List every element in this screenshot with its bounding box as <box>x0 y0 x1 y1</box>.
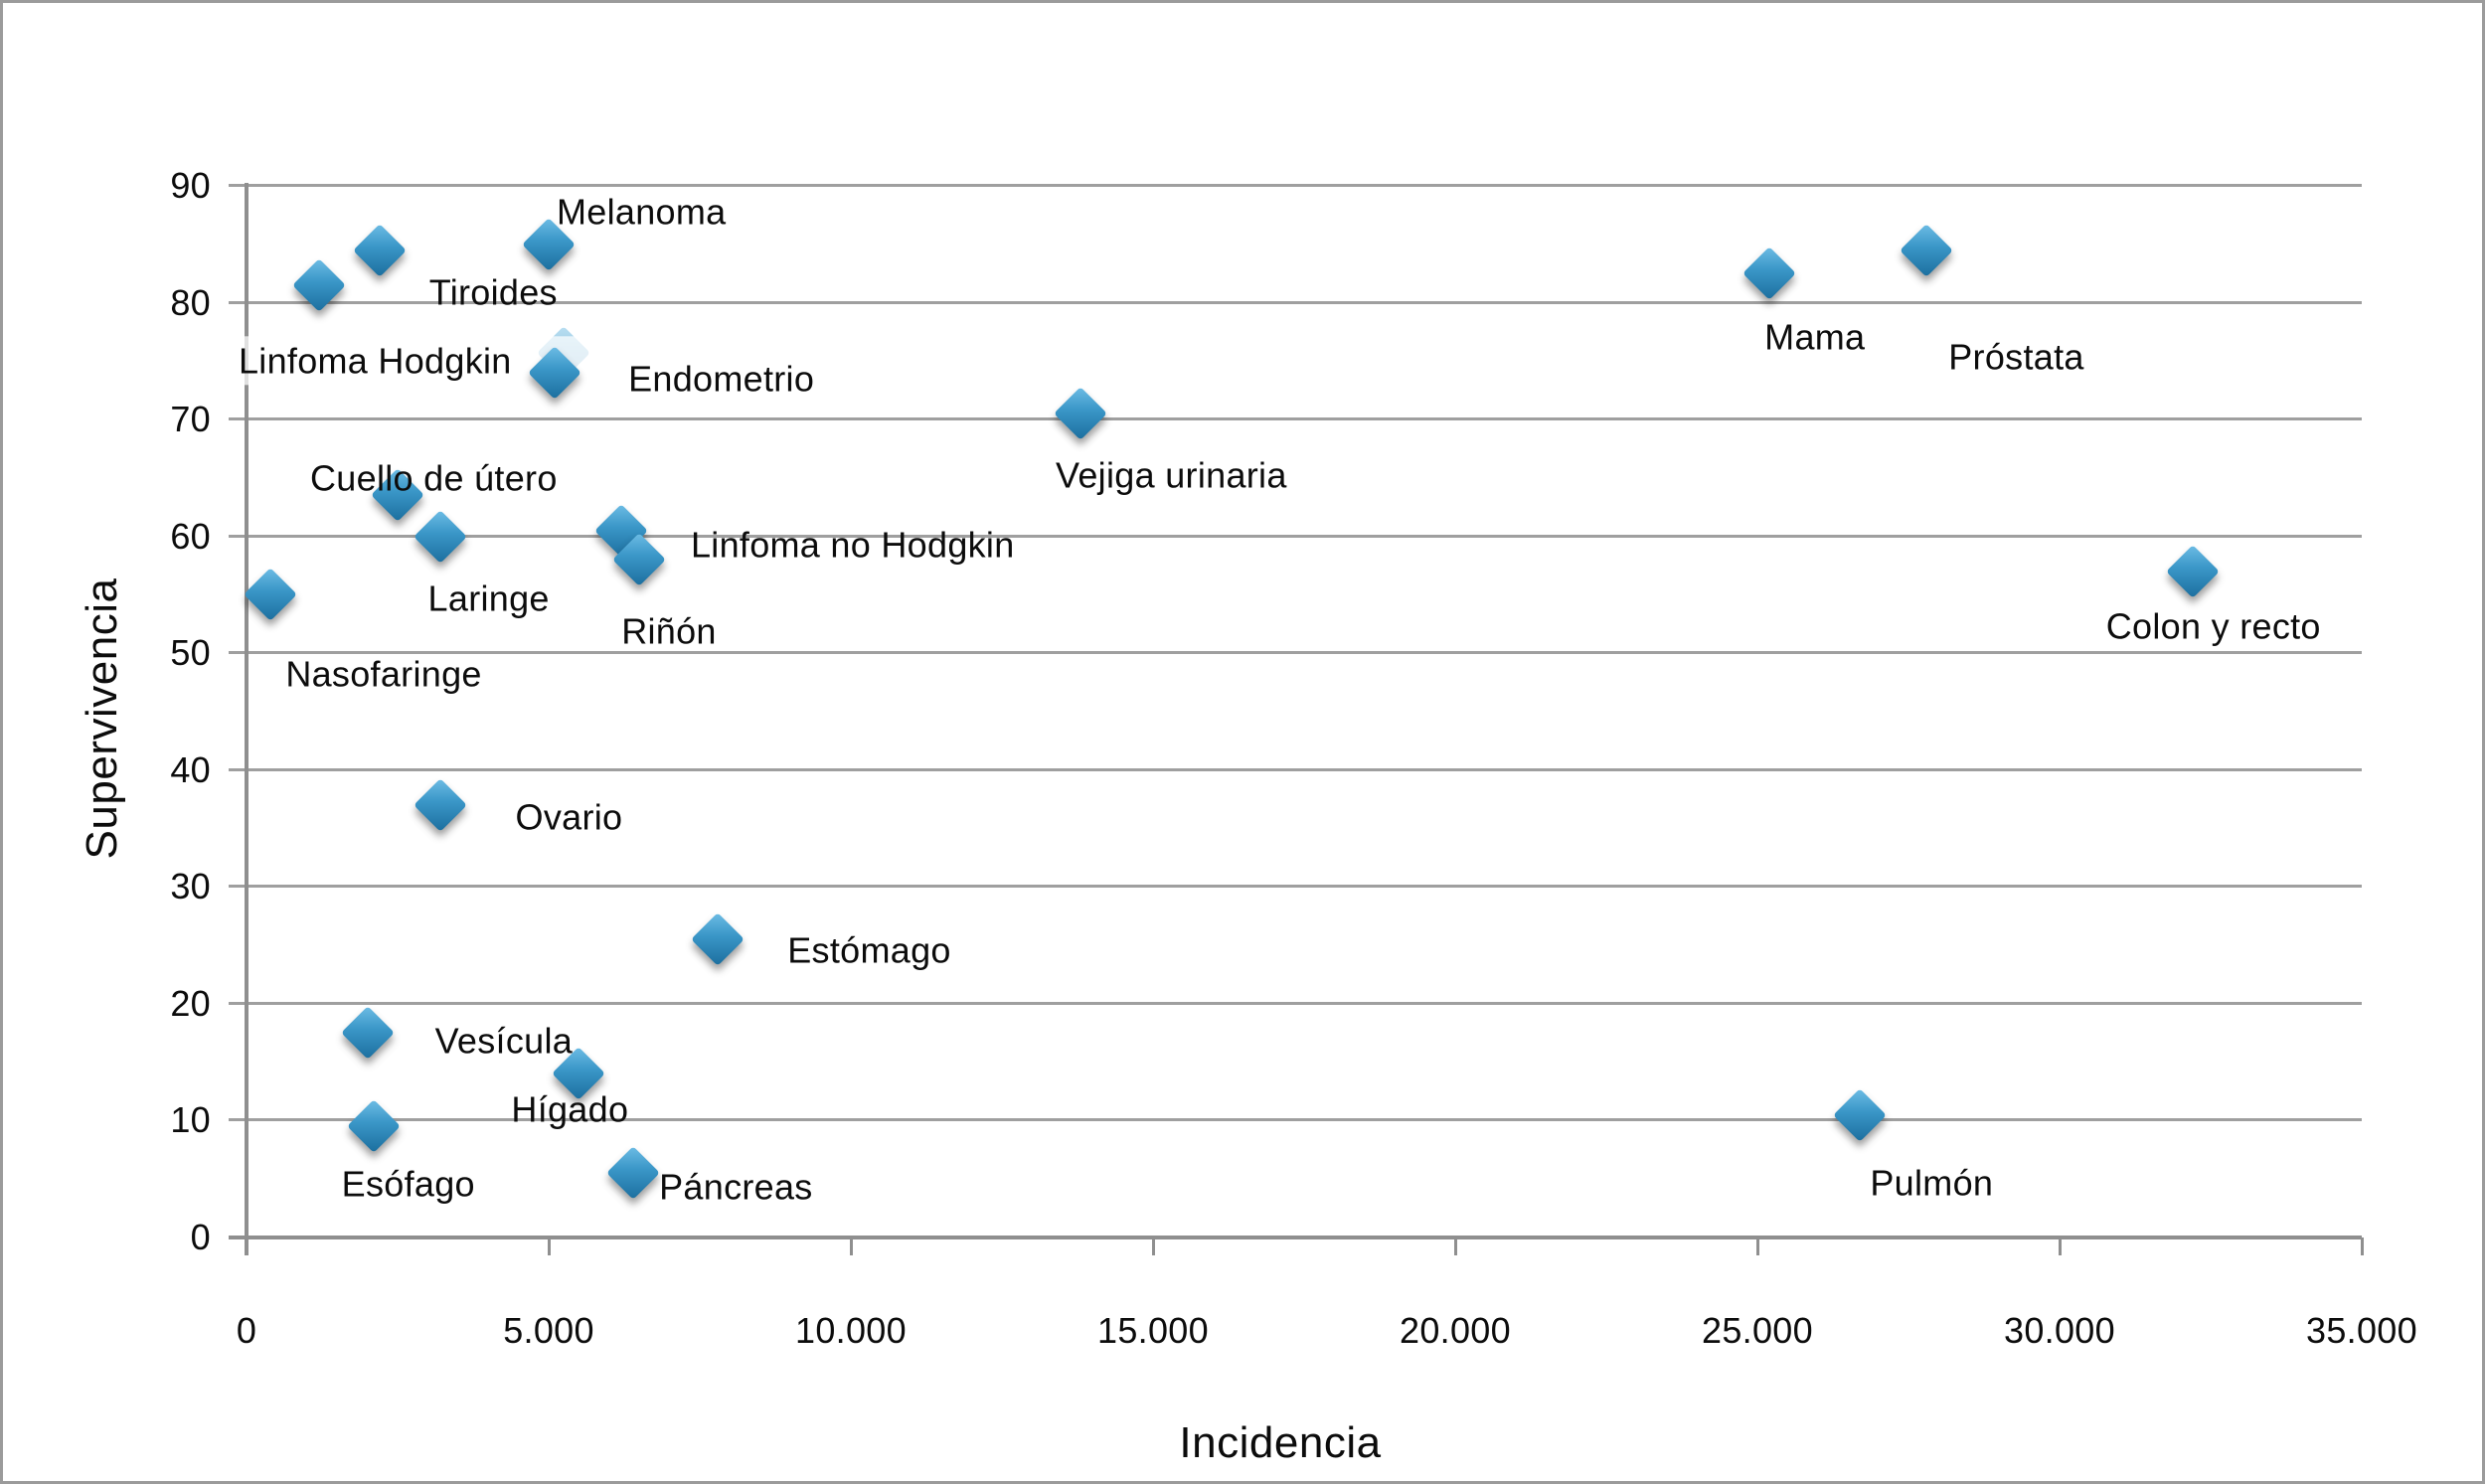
diamond-marker-icon <box>612 533 667 587</box>
point-label-cuello-de-utero: Cuello de útero <box>310 457 558 499</box>
diamond-marker-icon <box>1833 1087 1888 1142</box>
x-tick-label-0: 0 <box>236 1310 257 1351</box>
x-axis-title: Incidencia <box>1179 1418 1382 1467</box>
x-tick-label-35000: 35.000 <box>2306 1310 2417 1351</box>
diamond-marker-icon <box>1742 247 1797 300</box>
point-label-prostata: Próstata <box>1948 335 2084 377</box>
diamond-marker-icon <box>2165 545 2220 598</box>
data-point-linfoma-hodgkin <box>292 258 346 312</box>
point-label-pancreas: Páncreas <box>659 1166 813 1208</box>
x-tick-label-15000: 15.000 <box>1097 1310 1209 1351</box>
diamond-marker-icon <box>1054 387 1107 441</box>
diamond-marker-icon <box>528 346 581 400</box>
diamond-marker-icon <box>346 1099 401 1154</box>
y-tick-label-90: 90 <box>170 164 211 206</box>
y-tick-label-40: 40 <box>170 748 211 790</box>
point-label-laringe: Laringe <box>427 577 550 618</box>
data-point-tiroides <box>352 223 407 277</box>
data-point-nasofaringe <box>244 568 298 622</box>
y-axis-title: Supervivencia <box>78 577 126 860</box>
data-point-esofago <box>346 1099 401 1154</box>
point-label-linfoma-no-hodgkin: Linfoma no Hodgkin <box>690 524 1015 566</box>
y-tick-label-10: 10 <box>170 1099 211 1141</box>
point-label-colon-y-recto: Colon y recto <box>2105 605 2321 647</box>
y-tick-label-80: 80 <box>170 281 211 323</box>
x-tick-label-10000: 10.000 <box>795 1310 907 1351</box>
y-tick-label-70: 70 <box>170 399 211 440</box>
diamond-marker-icon <box>606 1146 660 1201</box>
y-tick-label-60: 60 <box>170 515 211 557</box>
diamond-marker-icon <box>340 1006 395 1061</box>
y-gridline-80 <box>229 300 2362 304</box>
diamond-marker-icon <box>691 912 746 967</box>
x-tick-5000 <box>548 1237 551 1255</box>
point-label-nasofaringe: Nasofaringe <box>285 653 482 695</box>
data-point-vesicula <box>340 1006 395 1061</box>
x-tick-30000 <box>2059 1237 2062 1255</box>
point-label-endometrio: Endometrio <box>628 358 815 400</box>
data-point-pancreas <box>606 1146 660 1201</box>
data-point-mama <box>1742 247 1797 300</box>
point-label-vesicula: Vesícula <box>434 1020 574 1062</box>
point-label-ovario: Ovario <box>515 796 623 838</box>
x-tick-10000 <box>850 1237 853 1255</box>
y-gridline-90 <box>229 183 2362 187</box>
y-gridline-40 <box>229 767 2362 771</box>
y-gridline-50 <box>229 651 2362 655</box>
data-point-estomago <box>691 912 746 967</box>
point-label-pulmon: Pulmón <box>1870 1161 1994 1203</box>
point-label-rinon: Riñón <box>621 610 717 652</box>
y-gridline-60 <box>229 534 2362 538</box>
diamond-marker-icon <box>413 778 467 832</box>
y-gridline-10 <box>229 1118 2362 1122</box>
y-tick-label-0: 0 <box>190 1217 211 1257</box>
y-gridline-70 <box>229 417 2362 421</box>
y-tick-label-20: 20 <box>170 982 211 1024</box>
diamond-marker-icon <box>1900 223 1954 277</box>
x-tick-15000 <box>1152 1237 1155 1255</box>
x-tick-label-30000: 30.000 <box>2004 1310 2115 1351</box>
x-tick-20000 <box>1454 1237 1457 1255</box>
data-point-vejiga-urinaria <box>1054 387 1107 441</box>
point-label-higado: Hígado <box>511 1088 629 1130</box>
point-label-mama: Mama <box>1764 316 1866 358</box>
diamond-marker-icon <box>413 509 467 564</box>
x-tick-25000 <box>1756 1237 1759 1255</box>
x-tick-label-20000: 20.000 <box>1400 1310 1511 1351</box>
point-label-melanoma: Melanoma <box>557 191 727 233</box>
data-point-prostata <box>1900 223 1954 277</box>
point-label-estomago: Estómago <box>787 929 951 971</box>
data-point-endometrio <box>528 346 581 400</box>
data-point-colon-y-recto <box>2165 545 2220 598</box>
diamond-marker-icon <box>244 568 298 622</box>
y-gridline-20 <box>229 1001 2362 1005</box>
point-label-vejiga-urinaria: Vejiga urinaria <box>1056 454 1287 496</box>
diamond-marker-icon <box>352 223 407 277</box>
data-point-laringe <box>413 509 467 564</box>
x-tick-35000 <box>2361 1237 2364 1255</box>
y-gridline-30 <box>229 885 2362 889</box>
x-tick-label-25000: 25.000 <box>1702 1310 1813 1351</box>
point-label-tiroides: Tiroides <box>428 270 558 312</box>
x-tick-label-5000: 5.000 <box>503 1310 594 1351</box>
data-point-rinon <box>612 533 667 587</box>
y-gridline-0 <box>229 1236 2362 1239</box>
data-point-ovario <box>413 778 467 832</box>
y-tick-label-50: 50 <box>170 632 211 674</box>
diamond-marker-icon <box>292 258 346 312</box>
y-tick-label-30: 30 <box>170 866 211 907</box>
point-label-esofago: Esófago <box>341 1163 475 1205</box>
data-point-pulmon <box>1833 1087 1888 1142</box>
y-axis-line <box>245 183 248 1255</box>
x-tick-0 <box>246 1237 248 1255</box>
